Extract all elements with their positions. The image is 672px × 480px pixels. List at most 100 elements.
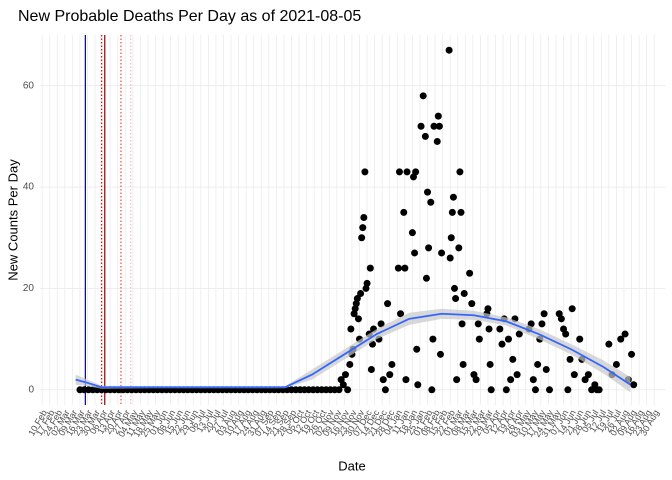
point — [451, 284, 459, 292]
point — [621, 330, 629, 338]
point — [447, 234, 455, 242]
point — [455, 244, 463, 252]
point — [358, 234, 366, 242]
point — [381, 386, 389, 394]
point — [361, 168, 369, 176]
point — [459, 360, 467, 368]
point — [353, 295, 361, 303]
point — [445, 46, 453, 54]
point — [564, 386, 572, 394]
point — [344, 386, 352, 394]
point — [452, 295, 460, 303]
point — [379, 376, 387, 384]
point — [458, 320, 466, 328]
point — [468, 300, 476, 308]
point — [531, 386, 539, 394]
point — [472, 376, 480, 384]
point — [424, 188, 432, 196]
point — [366, 264, 374, 272]
point — [401, 264, 409, 272]
point — [335, 386, 343, 394]
point — [576, 335, 584, 343]
point — [429, 335, 437, 343]
point — [363, 279, 371, 287]
point — [386, 371, 394, 379]
point — [430, 122, 438, 130]
point — [435, 122, 443, 130]
point — [384, 300, 392, 308]
point — [413, 345, 421, 353]
x-axis-label: Date — [338, 458, 365, 473]
point — [422, 274, 430, 282]
point — [346, 360, 354, 368]
point — [628, 350, 636, 358]
point — [617, 335, 625, 343]
point — [466, 269, 474, 277]
point — [498, 340, 506, 348]
point — [545, 386, 553, 394]
point — [419, 92, 427, 100]
y-tick-label: 20 — [23, 283, 35, 294]
point — [408, 229, 416, 237]
point — [359, 224, 367, 232]
point — [433, 137, 441, 145]
point — [438, 249, 446, 257]
point — [487, 386, 495, 394]
point — [475, 335, 483, 343]
point — [367, 366, 375, 374]
point — [434, 112, 442, 120]
point — [504, 335, 512, 343]
chart-title: New Probable Deaths Per Day as of 2021-0… — [18, 8, 361, 25]
point — [395, 168, 403, 176]
point — [400, 208, 408, 216]
point — [347, 325, 355, 333]
point — [456, 168, 464, 176]
point — [502, 386, 510, 394]
point — [612, 360, 620, 368]
point — [595, 386, 603, 394]
point — [507, 376, 515, 384]
point — [566, 355, 574, 363]
point — [584, 371, 592, 379]
point — [354, 315, 362, 323]
point — [427, 198, 435, 206]
point — [360, 213, 368, 221]
point — [496, 325, 504, 333]
y-axis-label: New Counts Per Day — [5, 159, 20, 281]
point — [486, 360, 494, 368]
point — [562, 330, 570, 338]
point — [557, 315, 565, 323]
point — [412, 168, 420, 176]
point — [588, 386, 596, 394]
point — [446, 254, 454, 262]
point — [581, 376, 589, 384]
point — [630, 381, 638, 389]
point — [538, 320, 546, 328]
point — [428, 386, 436, 394]
point — [403, 168, 411, 176]
point — [453, 376, 461, 384]
point — [357, 289, 365, 297]
point — [485, 325, 493, 333]
point — [542, 366, 550, 374]
point — [388, 360, 396, 368]
point — [339, 381, 347, 389]
y-tick-label: 0 — [28, 384, 34, 395]
point — [605, 340, 613, 348]
point — [457, 208, 465, 216]
point — [414, 381, 422, 389]
point — [513, 371, 521, 379]
smooth-line — [75, 312, 631, 389]
point — [509, 355, 517, 363]
point — [411, 249, 419, 257]
point — [449, 193, 457, 201]
point — [568, 305, 576, 313]
point — [397, 310, 405, 318]
point — [377, 320, 385, 328]
point — [421, 132, 429, 140]
y-tick-label: 60 — [23, 80, 35, 91]
y-tick-label: 40 — [23, 182, 35, 193]
point — [460, 289, 468, 297]
point — [540, 310, 548, 318]
